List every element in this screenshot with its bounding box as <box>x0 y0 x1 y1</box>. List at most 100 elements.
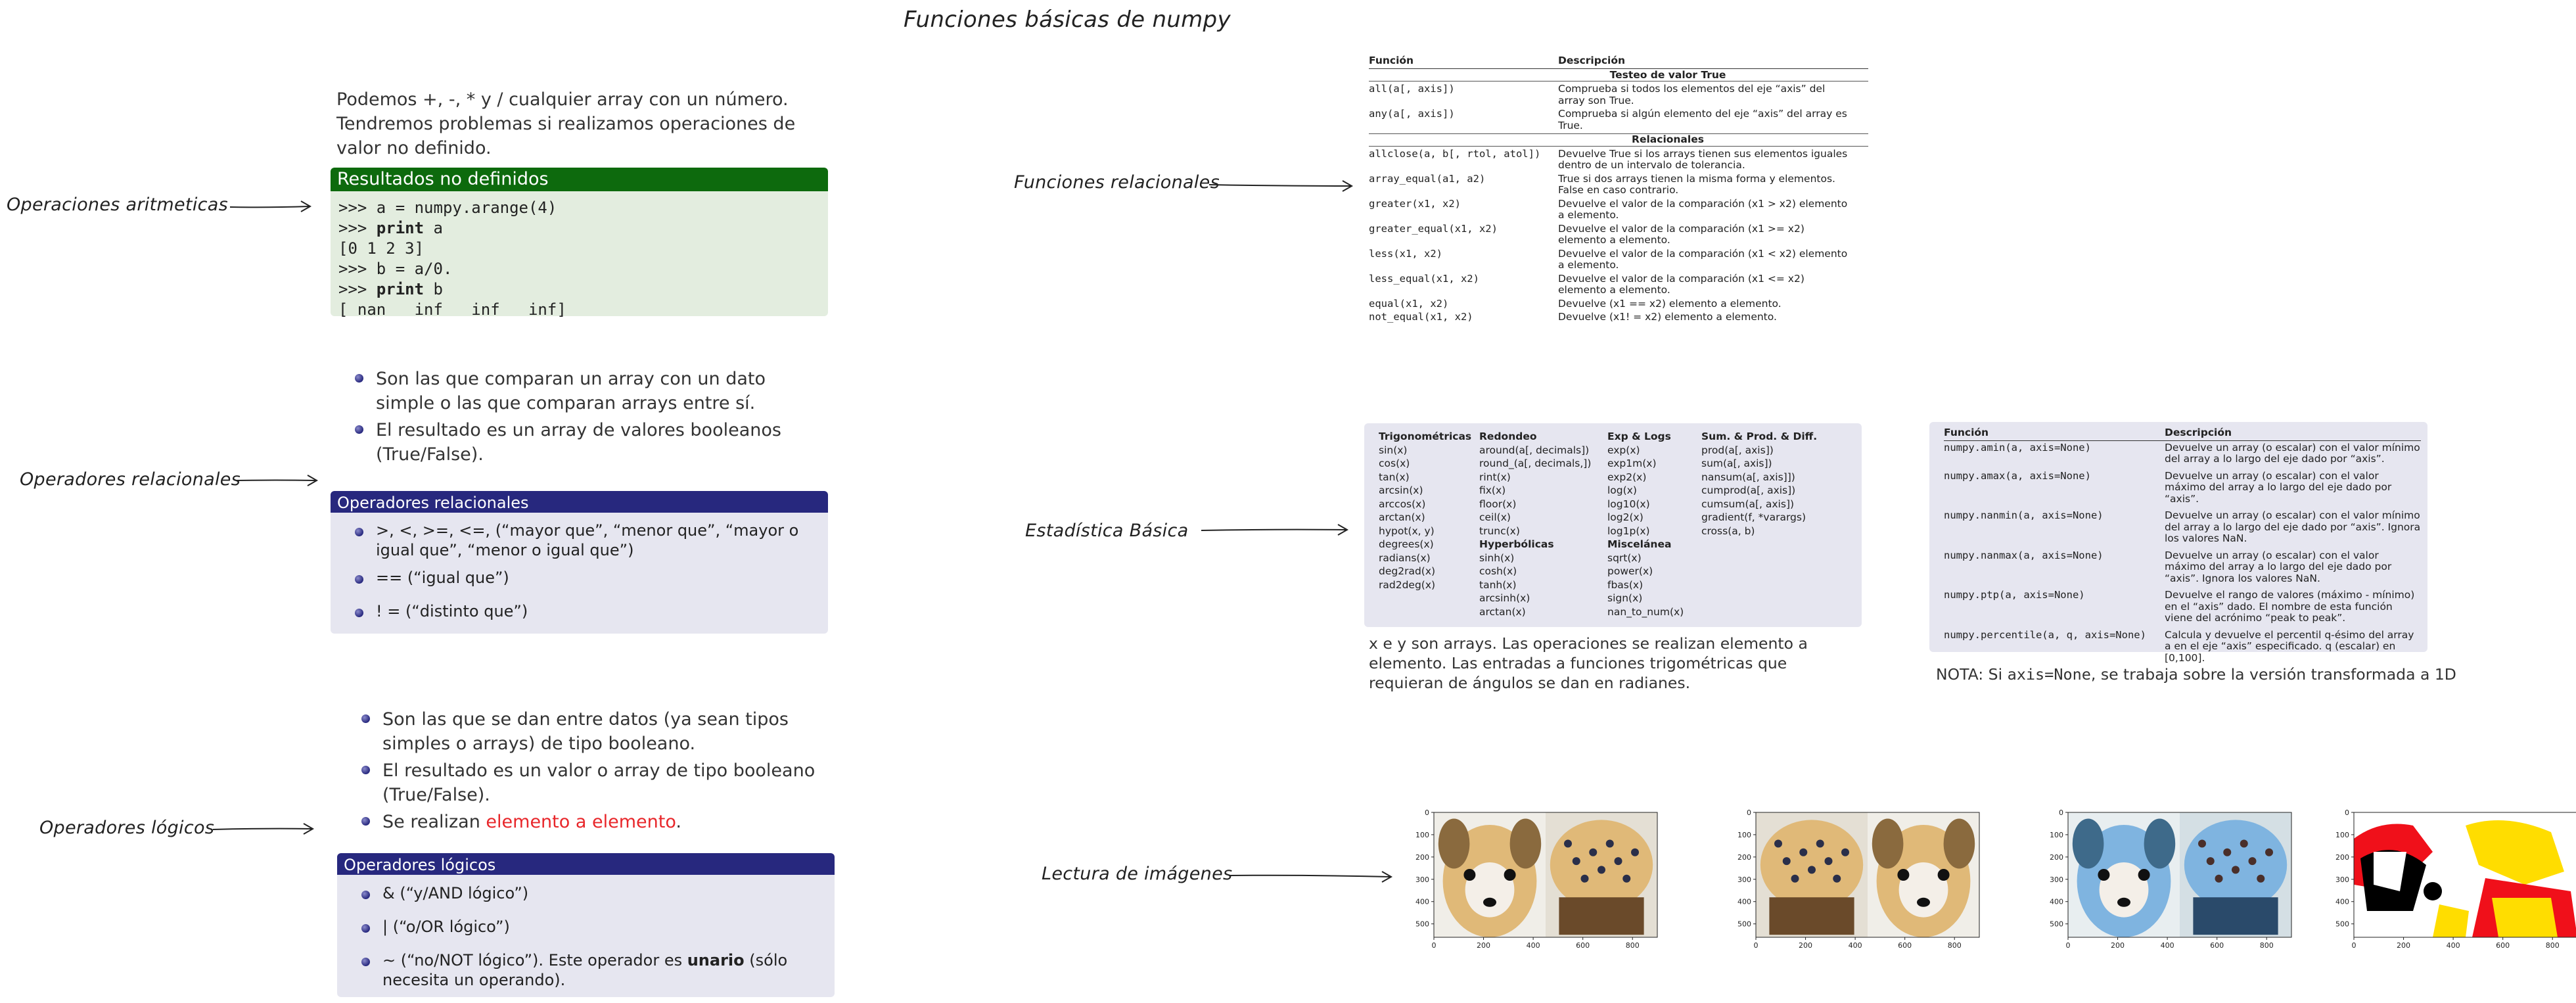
function-item: nansum(a[, axis]]) <box>1701 471 1795 483</box>
code-listing: >>> a = numpy.arange(4) >>> print a [0 1 2… <box>331 191 828 319</box>
function-item: arccos(x) <box>1379 498 1426 510</box>
table-cell-function: numpy.ptp(a, axis=None) <box>1944 589 2085 601</box>
function-item: log(x) <box>1607 484 1637 496</box>
y-tick-label: 100 <box>2050 831 2063 839</box>
function-item: sqrt(x) <box>1607 551 1642 564</box>
x-tick-label: 200 <box>2397 941 2410 950</box>
table-row: numpy.amin(a, axis=None) Devuelve un arra… <box>1944 442 2421 465</box>
table-row: numpy.nanmin(a, axis=None) Devuelve un ar… <box>1944 509 2421 545</box>
function-item: rint(x) <box>1479 471 1511 483</box>
muffin-image <box>2180 812 2291 937</box>
x-tick-label: 800 <box>2260 941 2274 950</box>
table-row: less_equal(x1, x2) Devuelve el valor de l… <box>1369 273 1868 296</box>
table-row: equal(x1, x2) Devuelve (x1 == x2) element… <box>1369 298 1868 310</box>
table-row: numpy.ptp(a, axis=None) Devuelve el rango… <box>1944 589 2421 624</box>
table-cell-description: Devuelve el valor de la comparación (x1 … <box>1558 197 1848 221</box>
table-row: array_equal(a1, a2) True si dos arrays ti… <box>1369 172 1868 197</box>
bullet-icon <box>355 575 363 584</box>
y-tick-label: 400 <box>1737 898 1751 906</box>
x-tick-label: 600 <box>1576 941 1590 950</box>
table-cell-description: Devuelve un array (o escalar) con el val… <box>2165 509 2421 544</box>
column-title: Hyperbólicas <box>1479 538 1554 550</box>
function-item: log1p(x) <box>1607 525 1650 537</box>
y-tick-label: 0 <box>1747 808 1751 817</box>
bullet-icon <box>361 766 370 774</box>
y-tick-label: 100 <box>2335 831 2349 839</box>
table-row: all(a[, axis]) Comprueba si todos los ele… <box>1369 83 1868 106</box>
x-tick-label: 800 <box>1948 941 1962 950</box>
label-lectura-imagenes: Lectura de imágenes <box>1042 864 1233 884</box>
y-tick-label: 200 <box>1737 853 1751 862</box>
list-item: ! = (“distinto que”) <box>355 601 820 621</box>
table-cell-function: array_equal(a1, a2) <box>1369 172 1486 185</box>
table-row: numpy.percentile(a, q, axis=None) Calcula… <box>1944 628 2421 665</box>
table-row: allclose(a, b[, rtol, atol]) Devuelve Tru… <box>1369 148 1868 172</box>
stats-table-panel: Función Descripción numpy.amin(a, axis=N… <box>1929 422 2427 663</box>
y-tick-label: 400 <box>2050 898 2063 906</box>
x-tick-label: 600 <box>1898 941 1912 950</box>
table-cell-function: less(x1, x2) <box>1369 247 1442 260</box>
function-item: cosh(x) <box>1479 565 1517 577</box>
y-tick-label: 200 <box>2335 853 2349 862</box>
arrow-aritmeticas <box>229 200 312 212</box>
list-item: Se realizan elemento a elemento. <box>361 810 821 834</box>
function-item: tan(x) <box>1379 471 1410 483</box>
list-item: >, <, >=, <=, (“mayor que”, “menor que”,… <box>355 521 820 560</box>
bullet-icon <box>355 374 363 383</box>
function-item: radians(x) <box>1379 551 1431 564</box>
bullet-icon <box>361 924 370 933</box>
table-header: Función Descripción <box>1944 427 2232 438</box>
x-tick-label: 800 <box>1626 941 1640 950</box>
table-cell-function: numpy.percentile(a, q, axis=None) <box>1944 628 2146 641</box>
y-tick-label: 100 <box>1737 831 1751 839</box>
image-plot-original: 0 200 400 600 800 0 100 200 300 400 500 <box>1406 807 1669 961</box>
image-panel-left <box>1756 812 1868 937</box>
threshold-region <box>2424 882 2442 900</box>
axes-frame <box>1755 812 1980 938</box>
code-line: >>> b = a/0. <box>338 260 453 278</box>
function-item: hypot(x, y) <box>1379 525 1435 537</box>
y-tick-label: 0 <box>1425 808 1429 817</box>
section-title: Testeo de valor True <box>1609 68 1726 81</box>
table-cell-description: Devuelve (x1! = x2) elemento a elemento. <box>1558 311 1777 323</box>
table-cell-description: True si dos arrays tienen la misma forma… <box>1558 172 1835 196</box>
label-estadistica-basica: Estadística Básica <box>1025 521 1189 541</box>
image-plot-threshold: 0 200 400 600 800 0 100 200 300 400 500 <box>2326 807 2576 961</box>
bullet-icon <box>361 714 370 723</box>
table-cell-function: less_equal(x1, x2) <box>1369 272 1479 285</box>
table-row: any(a[, axis]) Comprueba si algún element… <box>1369 108 1868 131</box>
list-item: == (“igual que”) <box>355 568 820 588</box>
function-item: log2(x) <box>1607 511 1644 523</box>
x-tick-label: 200 <box>1799 941 1812 950</box>
code-line: [0 1 2 3] <box>338 239 425 258</box>
table-cell-description: Devuelve un array (o escalar) con el val… <box>2165 549 2392 584</box>
bullet-icon <box>355 425 363 434</box>
dog-image <box>1868 812 1979 937</box>
list-item: Son las que se dan entre datos (ya sean … <box>361 707 821 756</box>
label-operadores-relacionales: Operadores relacionales <box>20 469 241 490</box>
table-row: numpy.amax(a, axis=None) Devuelve un arra… <box>1944 470 2421 505</box>
column-title: Miscelánea <box>1607 538 1672 550</box>
table-cell-description: Devuelve el valor de la comparación (x1 … <box>1558 247 1848 271</box>
x-tick-label: 400 <box>1849 941 1862 950</box>
bullet-icon <box>361 891 370 899</box>
bullet-icon <box>355 528 363 536</box>
list-item: & (“y/AND lógico”) <box>361 883 827 903</box>
y-tick-label: 300 <box>1415 875 1429 884</box>
threshold-region <box>2433 904 2469 937</box>
function-item: around(a[, decimals]) <box>1479 444 1590 456</box>
table-cell-description: Devuelve el valor de la comparación (x1 … <box>1558 272 1805 296</box>
block-operadores-logicos: Operadores lógicos & (“y/AND lógico”) | … <box>337 853 835 997</box>
y-tick-label: 500 <box>1415 920 1429 929</box>
label-operadores-logicos: Operadores lógicos <box>39 818 215 838</box>
function-item: gradient(f, *varargs) <box>1701 511 1806 523</box>
table-cell-function: greater_equal(x1, x2) <box>1369 222 1498 235</box>
y-tick-label: 500 <box>2335 920 2349 929</box>
column-title: Exp & Logs <box>1607 431 1671 442</box>
image-plot-bgr: 0 200 400 600 800 0 100 200 300 400 500 <box>2040 807 2303 961</box>
dog-image <box>2068 812 2180 937</box>
function-column: Redondeo around(a[, decimals]) round_(a[, … <box>1479 430 1607 618</box>
code-line: >>> a = numpy.arange(4) <box>338 198 557 217</box>
x-tick-label: 0 <box>2352 941 2357 950</box>
function-item: cumprod(a[, axis]) <box>1701 484 1796 496</box>
